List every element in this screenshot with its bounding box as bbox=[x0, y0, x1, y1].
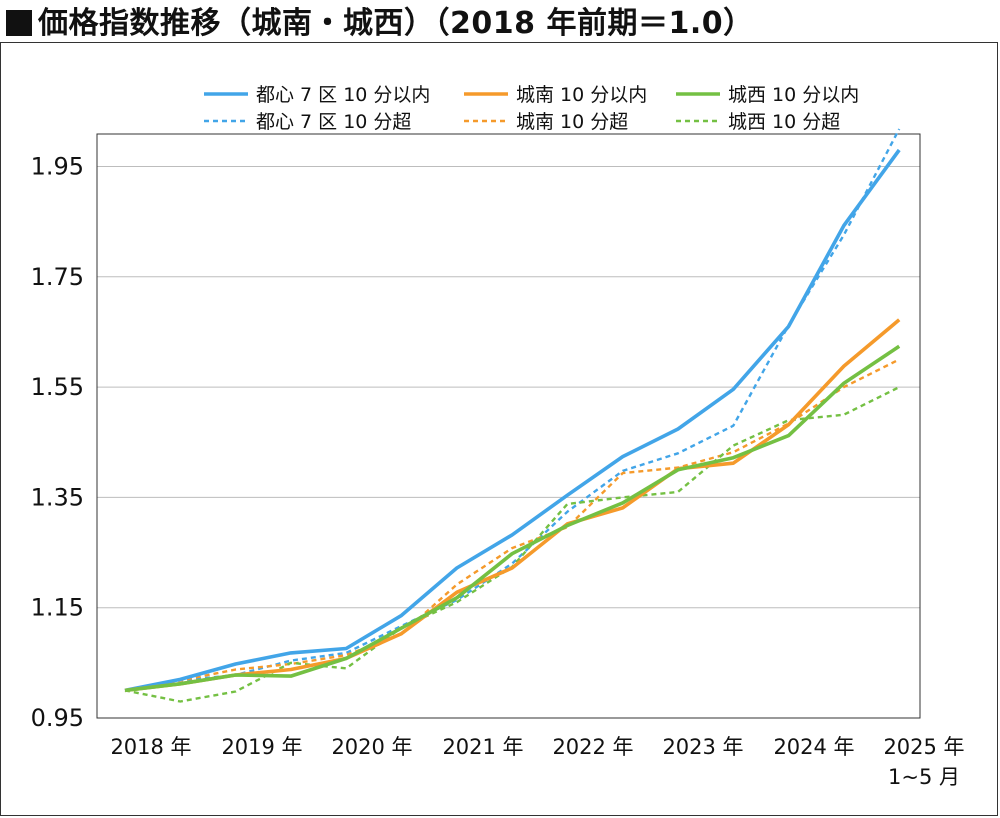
x-axis-ticks: 2018 年 2019 年 2020 年 2021 年 2022 年 2023 年 2024… bbox=[110, 735, 964, 789]
series-lines bbox=[124, 128, 901, 703]
legend-label: 城南 10 分超 bbox=[516, 111, 628, 133]
x-tick-label: 2019 年 bbox=[221, 735, 302, 759]
series-line bbox=[124, 148, 901, 693]
x-tick-label-sub: 1~5 月 bbox=[888, 765, 960, 789]
x-tick-label: 2021 年 bbox=[442, 735, 523, 759]
y-axis-ticks: 0.95 1.15 1.35 1.55 1.75 1.95 bbox=[31, 153, 84, 733]
legend-label: 城西 10 分以内 bbox=[728, 84, 859, 106]
legend-label: 都心 7 区 10 分超 bbox=[256, 111, 411, 133]
legend-label: 城南 10 分以内 bbox=[516, 84, 647, 106]
x-tick-label: 2023 年 bbox=[662, 735, 743, 759]
y-tick-label: 1.95 bbox=[31, 153, 84, 181]
legend-label: 城西 10 分超 bbox=[728, 111, 840, 133]
series-line bbox=[124, 386, 900, 703]
plot-area bbox=[96, 133, 921, 719]
series-line bbox=[124, 318, 901, 693]
series-line bbox=[124, 358, 900, 692]
x-tick-label: 2024 年 bbox=[773, 735, 854, 759]
y-tick-label: 1.35 bbox=[31, 483, 84, 511]
y-tick-label: 1.55 bbox=[31, 373, 84, 401]
y-tick-label: 1.75 bbox=[31, 263, 84, 291]
chart-title: 価格指数推移（城南・城西）（2018 年前期＝1.0） bbox=[6, 2, 754, 46]
x-tick-label: 2022 年 bbox=[552, 735, 633, 759]
series-line bbox=[124, 344, 901, 693]
x-tick-label: 2025 年 bbox=[883, 735, 964, 759]
chart-frame bbox=[0, 42, 998, 816]
x-tick-label: 2020 年 bbox=[331, 735, 412, 759]
y-tick-label: 0.95 bbox=[31, 704, 84, 732]
title-square-icon bbox=[6, 10, 32, 36]
grid-lines bbox=[97, 166, 920, 609]
x-tick-label: 2018 年 bbox=[110, 735, 191, 759]
series-line bbox=[124, 128, 901, 692]
chart-title-text: 価格指数推移（城南・城西）（2018 年前期＝1.0） bbox=[38, 6, 754, 41]
legend-label: 都心 7 区 10 分以内 bbox=[256, 84, 430, 106]
y-tick-label: 1.15 bbox=[31, 594, 84, 622]
